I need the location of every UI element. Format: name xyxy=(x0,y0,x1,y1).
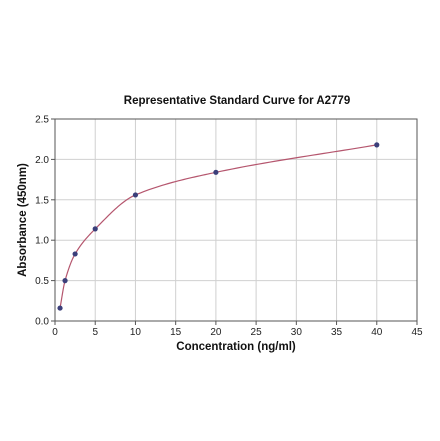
x-tick-label: 35 xyxy=(331,327,343,338)
x-tick-label: 45 xyxy=(411,327,423,338)
data-point xyxy=(213,169,219,175)
grid xyxy=(55,119,417,321)
x-tick-label: 40 xyxy=(371,327,383,338)
x-tick-label: 20 xyxy=(210,327,222,338)
fit-curve-layer xyxy=(59,144,377,309)
data-point xyxy=(374,142,380,148)
y-tick-label: 1.5 xyxy=(35,195,49,206)
x-tick-label: 10 xyxy=(130,327,142,338)
y-tick-label: 2.0 xyxy=(35,155,49,166)
y-tick-label: 1.0 xyxy=(35,236,49,247)
y-tick-label: 2.5 xyxy=(35,115,49,126)
data-point xyxy=(57,305,63,311)
plot-area-frame xyxy=(54,118,418,322)
x-tick-label: 25 xyxy=(251,327,263,338)
x-tick-label: 15 xyxy=(170,327,182,338)
data-point xyxy=(72,251,78,257)
x-tick-label: 5 xyxy=(92,327,98,338)
data-point xyxy=(132,192,139,198)
data-point xyxy=(62,278,68,284)
axis-ticks: 0 5 10 15 20 25 30 35 40 45 0.0 0.5 1.0 1.5 2.0 2.5 xyxy=(35,115,423,339)
x-axis-label: Concentration (ng/ml) xyxy=(176,341,296,353)
data-points xyxy=(57,142,380,311)
x-tick-label: 0 xyxy=(52,327,58,338)
y-tick-label: 0.5 xyxy=(35,276,49,287)
chart-title: Representative Standard Curve for A2779 xyxy=(124,95,350,107)
data-point xyxy=(92,226,98,232)
y-axis-label: Absorbance (450nm) xyxy=(17,163,29,277)
x-tick-label: 30 xyxy=(291,327,303,338)
fit-curve xyxy=(59,144,377,309)
y-tick-label: 0.0 xyxy=(35,317,49,328)
